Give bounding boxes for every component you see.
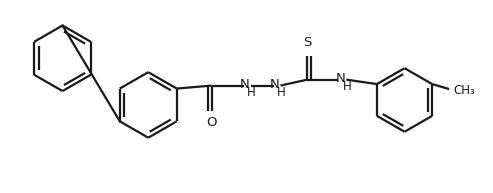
Text: CH₃: CH₃ xyxy=(453,84,475,96)
Text: H: H xyxy=(343,80,352,93)
Text: N: N xyxy=(335,72,345,85)
Text: O: O xyxy=(207,116,217,129)
Text: N: N xyxy=(270,78,280,91)
Text: H: H xyxy=(247,86,256,99)
Text: N: N xyxy=(240,78,249,91)
Text: H: H xyxy=(277,86,286,99)
Text: S: S xyxy=(303,36,312,49)
